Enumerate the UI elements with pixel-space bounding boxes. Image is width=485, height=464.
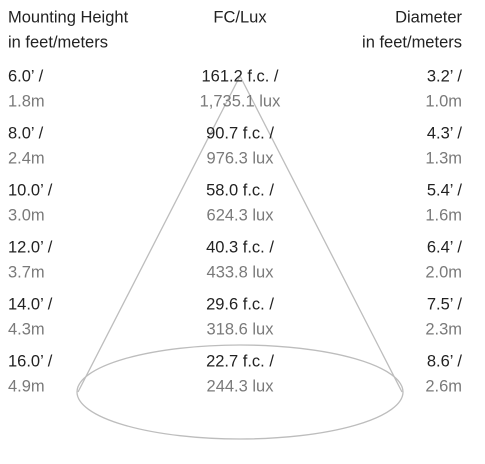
diameter-cell: 8.6’ / xyxy=(427,352,463,370)
fc-cell: 624.3 lux xyxy=(207,206,275,224)
height-cell: 3.7m xyxy=(8,263,45,281)
fc-cell: 976.3 lux xyxy=(207,149,275,167)
height-cell: 2.4m xyxy=(8,149,45,167)
header: Diameter xyxy=(395,8,462,26)
fc-cell: 1,735.1 lux xyxy=(200,92,281,110)
fc-cell: 22.7 f.c. / xyxy=(206,352,274,370)
header: in feet/meters xyxy=(362,33,462,51)
diameter-cell: 1.0m xyxy=(425,92,462,110)
height-cell: 3.0m xyxy=(8,206,45,224)
diameter-cell: 2.6m xyxy=(425,377,462,395)
diameter-cell: 5.4’ / xyxy=(427,181,463,199)
height-cell: 10.0’ / xyxy=(8,181,53,199)
fc-cell: 58.0 f.c. / xyxy=(206,181,274,199)
fc-cell: 40.3 f.c. / xyxy=(206,238,274,256)
fc-cell: 318.6 lux xyxy=(207,320,275,338)
diameter-cell: 6.4’ / xyxy=(427,238,463,256)
height-cell: 4.3m xyxy=(8,320,45,338)
fc-cell: 29.6 f.c. / xyxy=(206,295,274,313)
fc-cell: 90.7 f.c. / xyxy=(206,124,274,142)
diameter-cell: 1.3m xyxy=(425,149,462,167)
height-cell: 4.9m xyxy=(8,377,45,395)
fc-cell: 244.3 lux xyxy=(207,377,275,395)
height-cell: 6.0’ / xyxy=(8,67,44,85)
cone xyxy=(76,75,404,440)
diameter-cell: 2.0m xyxy=(425,263,462,281)
cone-edge xyxy=(239,75,403,393)
diameter-cell: 1.6m xyxy=(425,206,462,224)
cone-base xyxy=(76,344,404,440)
header: FC/Lux xyxy=(213,8,267,26)
fc-cell: 433.8 lux xyxy=(207,263,275,281)
header: in feet/meters xyxy=(8,33,108,51)
height-cell: 16.0’ / xyxy=(8,352,53,370)
diameter-cell: 7.5’ / xyxy=(427,295,463,313)
height-cell: 14.0’ / xyxy=(8,295,53,313)
height-cell: 12.0’ / xyxy=(8,238,53,256)
header: Mounting Height xyxy=(8,8,129,26)
height-cell: 1.8m xyxy=(8,92,45,110)
diameter-cell: 2.3m xyxy=(425,320,462,338)
height-cell: 8.0’ / xyxy=(8,124,44,142)
fc-cell: 161.2 f.c. / xyxy=(201,67,278,85)
diameter-cell: 4.3’ / xyxy=(427,124,463,142)
diameter-cell: 3.2’ / xyxy=(427,67,463,85)
cone-edge xyxy=(77,75,241,393)
